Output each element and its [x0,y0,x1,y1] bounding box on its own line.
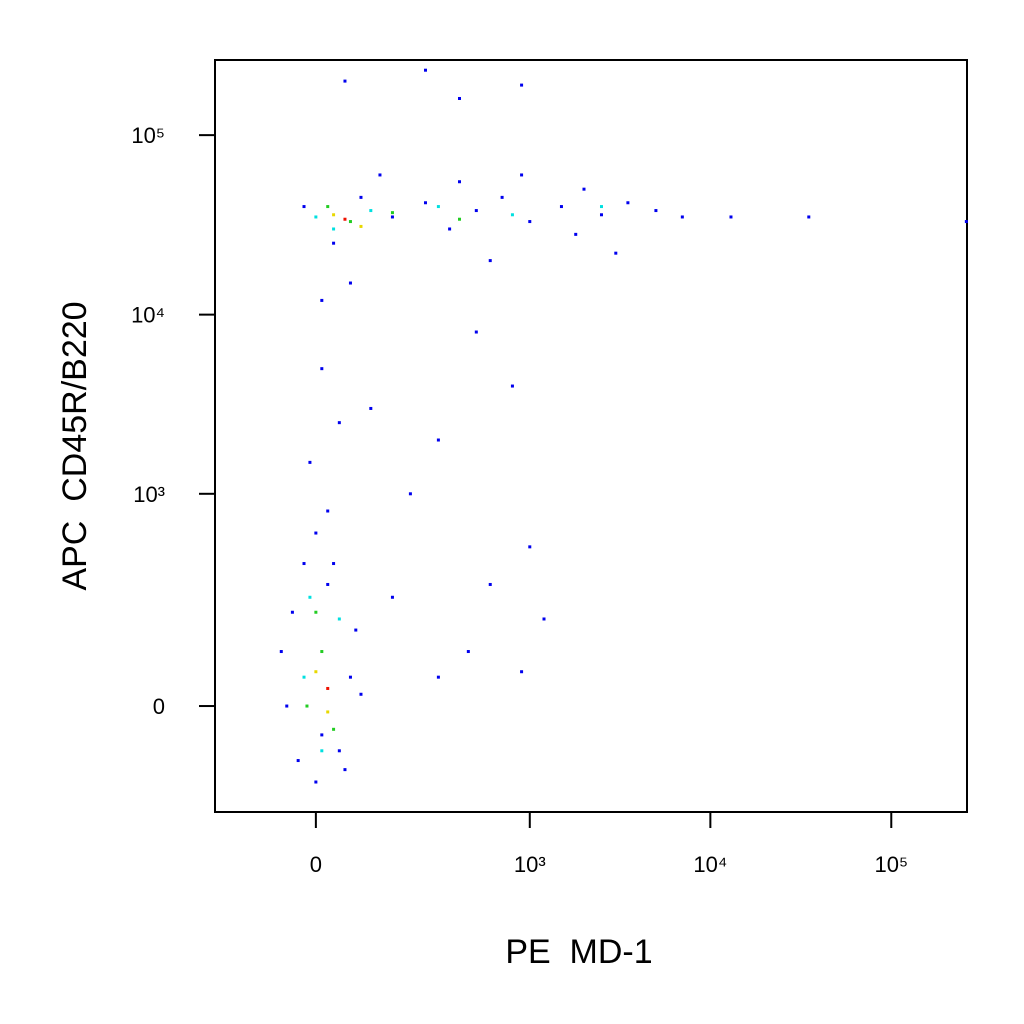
point [343,79,347,83]
point [423,201,427,205]
point [488,582,492,586]
point [354,628,358,632]
point [528,545,532,549]
point [582,187,586,191]
point [279,650,283,654]
point [314,780,318,784]
point [320,650,324,654]
point [807,215,811,219]
point [337,617,341,621]
point [326,582,330,586]
x-tick-label: 10⁵ [874,852,908,877]
y-tick-label: 0 [153,694,165,719]
point [574,232,578,236]
point [448,227,452,231]
point [599,205,603,209]
point [320,298,324,302]
point [337,421,341,425]
point [343,768,347,772]
point [488,259,492,263]
point [510,213,514,217]
x-axis-label: PE MD-1 [505,933,652,971]
x-tick-label: 10⁴ [693,852,727,877]
point [500,195,504,199]
point [332,727,336,731]
point [359,692,363,696]
point [314,215,318,219]
point [359,195,363,199]
point [510,384,514,388]
point [654,209,658,213]
point [458,96,462,100]
point [390,215,394,219]
point [520,670,524,674]
point [332,213,336,217]
point [348,675,352,679]
point [369,406,373,410]
point [520,83,524,87]
point [559,205,563,209]
point [474,209,478,213]
point [528,220,532,224]
point [542,617,546,621]
point [680,215,684,219]
point [729,215,733,219]
point [314,670,318,674]
point [520,173,524,177]
point [332,241,336,245]
y-tick-label: 10⁴ [131,303,165,328]
point [369,209,373,213]
point [436,205,440,209]
point [359,224,363,228]
point [614,251,618,255]
point [302,675,306,679]
point [337,749,341,753]
point [326,509,330,513]
point [964,220,968,224]
point [436,438,440,442]
point [348,220,352,224]
point [308,460,312,464]
plot-frame [214,59,968,813]
point [474,330,478,334]
point [320,733,324,737]
point [308,595,312,599]
point [332,562,336,566]
x-tick-label: 0 [310,852,322,877]
point [320,367,324,371]
y-tick-label: 10³ [133,482,165,507]
point [423,68,427,72]
point [458,217,462,221]
point [599,213,603,217]
point [305,704,309,708]
point [314,610,318,614]
point [332,227,336,231]
point [408,492,412,496]
y-tick-label: 10⁵ [131,123,165,148]
point [302,562,306,566]
point [343,217,347,221]
point [390,595,394,599]
point [326,205,330,209]
point [390,211,394,215]
point [626,201,630,205]
point [326,686,330,690]
point [285,704,289,708]
point [436,675,440,679]
point [290,610,294,614]
x-tick-label: 10³ [514,852,546,877]
point [466,650,470,654]
point [302,205,306,209]
point [326,710,330,714]
point [296,759,300,763]
point [314,531,318,535]
point [458,180,462,184]
point [320,749,324,753]
point [348,281,352,285]
point [378,173,382,177]
y-axis-label: APC CD45R/B220 [56,301,94,590]
